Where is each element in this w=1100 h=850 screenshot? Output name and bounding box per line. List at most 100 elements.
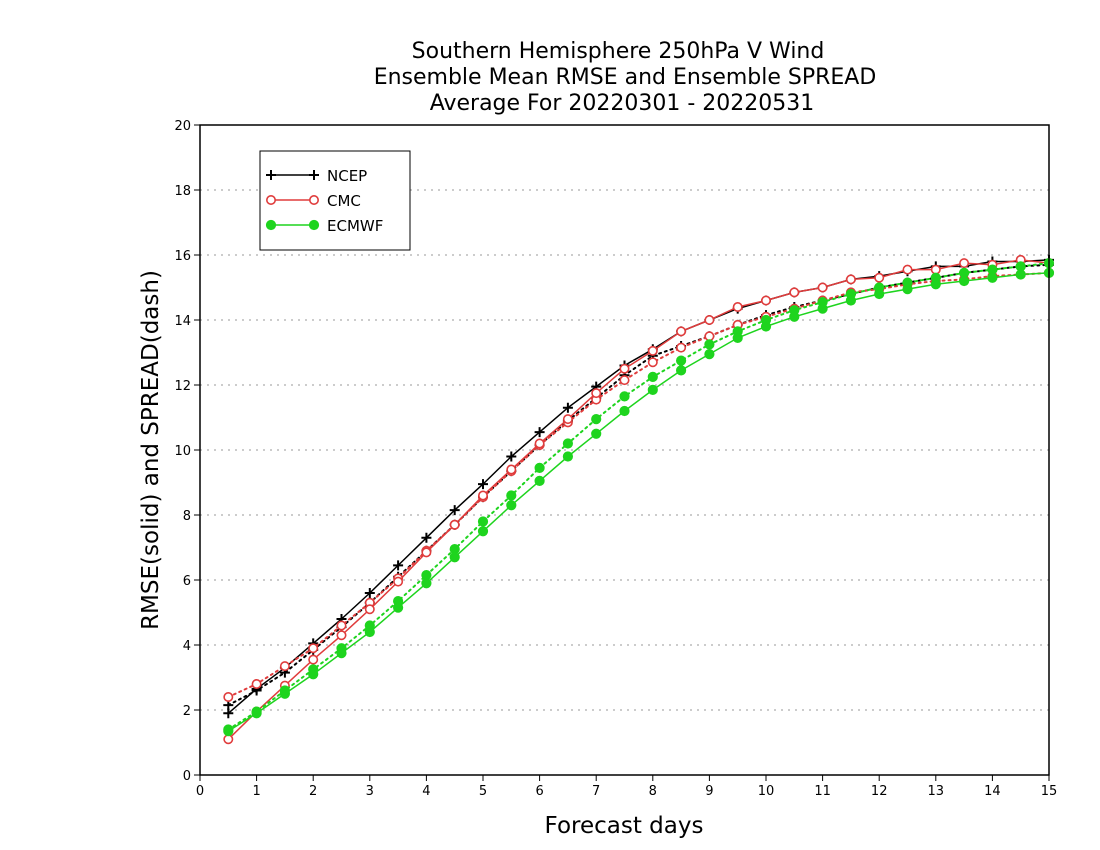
rmse-point-ncep [393, 560, 404, 571]
rmse-point-ecmwf [421, 578, 432, 589]
spread-point-cmc [336, 620, 347, 631]
rmse-point-cmc [449, 519, 460, 530]
rmse-point-cmc [845, 274, 856, 285]
spread-point-ecmwf [534, 462, 545, 473]
y-tick-label: 12 [174, 379, 191, 394]
title-line-1: Southern Hemisphere 250hPa V Wind [412, 39, 825, 64]
y-tick-label: 18 [174, 184, 191, 199]
rmse-point-cmc [336, 630, 347, 641]
legend-label-ecmwf: ECMWF [327, 217, 383, 235]
x-axis-label: Forecast days [545, 813, 704, 839]
x-tick-label: 15 [1041, 784, 1058, 799]
rmse-point-ecmwf [874, 288, 885, 300]
rmse-point-cmc [817, 282, 828, 293]
rmse-line-cmc [227, 259, 1050, 740]
x-tick-label: 11 [814, 784, 831, 799]
x-tick-label: 2 [309, 784, 317, 799]
legend-marker-ecmwf [308, 219, 320, 231]
rmse-point-ecmwf [506, 500, 517, 511]
rmse-point-ncep [364, 588, 375, 598]
chart-title: Southern Hemisphere 250hPa V Wind Ensemb… [374, 39, 877, 116]
rmse-point-cmc [393, 576, 404, 587]
rmse-point-cmc [364, 604, 375, 615]
x-tick-label: 12 [871, 784, 888, 799]
spread-point-ecmwf [562, 438, 574, 449]
rmse-point-ecmwf [902, 284, 913, 295]
spread-point-ecmwf [619, 391, 630, 402]
rmse-point-cmc [647, 345, 658, 356]
rmse-point-cmc [421, 547, 432, 558]
rmse-point-ecmwf [789, 311, 800, 322]
y-tick-label: 4 [183, 639, 191, 654]
legend-marker-cmc [308, 195, 319, 206]
rmse-point-cmc [704, 314, 715, 325]
series-cmc [223, 254, 1055, 745]
rmse-point-ecmwf [647, 384, 658, 395]
series-ecmwf [223, 258, 1055, 737]
rmse-point-ecmwf [364, 626, 375, 638]
rmse-point-ecmwf [817, 303, 828, 314]
legend-label-ncep: NCEP [327, 167, 367, 185]
spread-point-cmc [619, 375, 630, 386]
rmse-point-cmc [902, 264, 913, 275]
rmse-point-cmc [506, 464, 517, 475]
rmse-point-ecmwf [732, 332, 743, 343]
x-tick-label: 7 [592, 784, 600, 799]
spread-point-cmc [279, 661, 290, 672]
rmse-point-ncep [478, 479, 488, 490]
rmse-point-ecmwf [959, 275, 970, 287]
legend-marker-cmc [265, 195, 276, 206]
rmse-point-cmc [676, 326, 687, 337]
rmse-point-cmc [562, 414, 573, 425]
y-tick-label: 10 [174, 444, 191, 459]
x-tick-label: 10 [758, 784, 775, 799]
spread-point-cmc [647, 357, 658, 368]
rmse-line-ecmwf [227, 272, 1050, 732]
legend-marker-ncep [309, 170, 319, 180]
rmse-point-ecmwf [704, 349, 715, 360]
rmse-point-ncep [506, 451, 517, 462]
spread-point-cmc [308, 643, 319, 654]
rmse-point-ecmwf [1015, 269, 1026, 280]
rmse-point-ecmwf [393, 602, 404, 613]
spread-point-ecmwf [676, 355, 687, 366]
rmse-point-ecmwf [279, 688, 290, 699]
legend: NCEP CMC ECMWF [259, 150, 411, 251]
rmse-point-ecmwf [619, 405, 630, 417]
x-tick-label: 4 [422, 784, 430, 799]
y-tick-label: 6 [183, 574, 191, 589]
rmse-point-ecmwf [845, 295, 857, 306]
spread-line-ecmwf [227, 262, 1050, 731]
y-tick-label: 20 [174, 119, 191, 134]
spread-point-cmc [251, 678, 262, 689]
rmse-point-ncep [534, 427, 545, 438]
rmse-point-ecmwf [477, 526, 489, 537]
rmse-point-ncep [421, 532, 432, 543]
spread-point-ecmwf [647, 371, 658, 382]
rmse-point-cmc [619, 363, 630, 374]
y-tick-label: 16 [174, 249, 191, 264]
x-tick-label: 3 [366, 784, 374, 799]
rmse-point-cmc [760, 295, 771, 306]
legend-label-cmc: CMC [327, 192, 361, 210]
spread-point-ecmwf [704, 339, 715, 350]
spread-point-ecmwf [591, 414, 602, 425]
rmse-point-ecmwf [562, 451, 574, 462]
rmse-point-cmc [477, 490, 488, 501]
spread-point-cmc [223, 691, 234, 702]
x-tick-label: 14 [984, 784, 1001, 799]
rmse-point-ecmwf [591, 428, 602, 439]
spread-line-cmc [227, 271, 1050, 698]
spread-point-ecmwf [477, 516, 489, 527]
y-tick-label: 14 [174, 314, 191, 329]
x-tick-label: 5 [479, 784, 487, 799]
title-line-3: Average For 20220301 - 20220531 [430, 91, 815, 116]
data-series [223, 254, 1055, 745]
spread-line-ncep [227, 263, 1050, 707]
rmse-point-cmc [959, 258, 970, 269]
rmse-point-ecmwf [308, 669, 319, 680]
rmse-point-cmc [789, 287, 800, 298]
rmse-point-ecmwf [930, 279, 941, 290]
x-tick-label: 6 [535, 784, 543, 799]
